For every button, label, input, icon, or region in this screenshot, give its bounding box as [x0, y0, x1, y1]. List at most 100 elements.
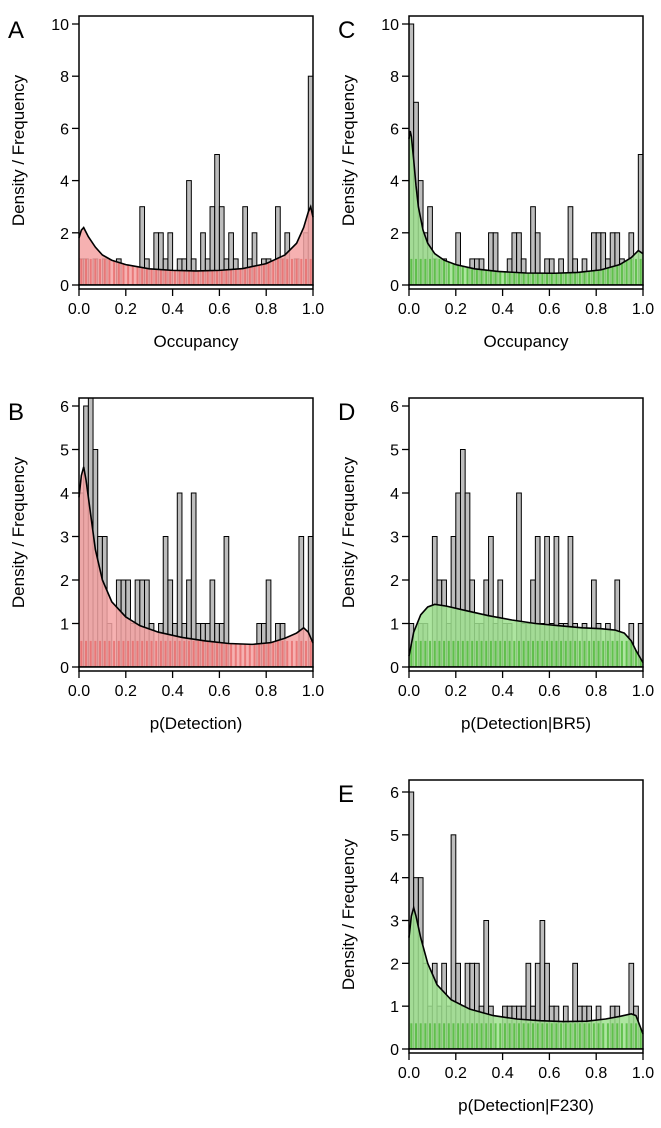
x-axis-strip [408, 1048, 644, 1054]
x-tick-label: 0.8 [585, 301, 607, 318]
x-axis-strip [408, 284, 644, 290]
y-tick-label: 3 [390, 914, 399, 931]
density-curve [78, 466, 314, 646]
x-tick-label: 0.8 [255, 683, 277, 700]
x-axis-strip [78, 666, 314, 672]
y-tick-label: 1 [390, 617, 399, 634]
y-tick-label: 3 [60, 530, 69, 547]
y-tick-label: 2 [60, 573, 69, 590]
x-tick-label: 0.0 [398, 683, 420, 700]
histogram-bar [186, 180, 192, 286]
x-tick-label: 0.2 [445, 683, 467, 700]
panel-letter: A [8, 17, 24, 44]
x-tick-label: 0.6 [538, 683, 560, 700]
panel-d: 0 1 2 3 4 5 6 0.0 0.2 0.4 0.6 0.8 1.0 p(Detection|BR5… [338, 397, 654, 733]
x-tick-label: 0.4 [161, 301, 183, 318]
y-tick-label: 4 [60, 174, 69, 191]
x-axis-strip [408, 666, 644, 672]
x-axis-label: p(Detection|BR5) [461, 714, 591, 733]
density-curve [408, 603, 644, 664]
x-axis-label: Occupancy [483, 332, 569, 351]
y-tick-label: 2 [390, 956, 399, 973]
x-tick-label: 0.4 [161, 683, 183, 700]
x-tick-label: 0.0 [68, 683, 90, 700]
x-tick-label: 0.2 [115, 683, 137, 700]
y-tick-label: 6 [390, 785, 399, 802]
y-tick-label: 4 [60, 486, 69, 503]
panel-c: 0 2 4 6 8 10 0.0 0.2 0.4 0.6 0.8 1.0 Occupancy Densit… [338, 15, 654, 351]
y-tick-label: 10 [51, 17, 69, 34]
y-tick-label: 6 [390, 399, 399, 416]
x-axis-label: p(Detection|F230) [458, 1096, 594, 1115]
x-tick-label: 0.4 [491, 301, 513, 318]
x-tick-label: 0.6 [208, 683, 230, 700]
y-axis-label: Density / Frequency [339, 838, 358, 990]
y-tick-label: 8 [390, 69, 399, 86]
y-tick-label: 1 [390, 999, 399, 1016]
x-tick-label: 1.0 [302, 301, 324, 318]
y-tick-label: 0 [60, 660, 69, 677]
x-tick-label: 0.6 [538, 301, 560, 318]
y-tick-label: 4 [390, 486, 399, 503]
y-tick-label: 1 [60, 617, 69, 634]
y-axis-label: Density / Frequency [339, 74, 358, 226]
x-tick-label: 0.2 [445, 1065, 467, 1082]
y-tick-label: 5 [390, 443, 399, 460]
y-tick-label: 8 [60, 69, 69, 86]
x-tick-label: 0.2 [115, 301, 137, 318]
y-tick-label: 2 [390, 226, 399, 243]
x-tick-label: 1.0 [632, 1065, 654, 1082]
y-axis-label: Density / Frequency [9, 74, 28, 226]
plot-frame [408, 15, 644, 286]
x-tick-label: 0.8 [585, 1065, 607, 1082]
panel-letter: B [8, 399, 24, 426]
y-tick-label: 5 [390, 828, 399, 845]
y-tick-label: 2 [390, 573, 399, 590]
y-tick-label: 10 [381, 17, 399, 34]
panel-letter: E [338, 781, 354, 808]
y-tick-label: 4 [390, 871, 399, 888]
panel-e: 0 1 2 3 4 5 6 0.0 0.2 0.4 0.6 0.8 1.0 p(Detection|F23… [338, 779, 654, 1115]
panel-a: 0 2 4 6 8 10 0.0 0.2 0.4 0.6 0.8 1.0 Occupancy Densit… [8, 15, 324, 351]
y-tick-label: 0 [390, 1042, 399, 1059]
panel-letter: C [338, 17, 355, 44]
x-tick-label: 1.0 [302, 683, 324, 700]
y-tick-label: 6 [60, 121, 69, 138]
x-axis-strip [78, 284, 314, 290]
x-tick-label: 0.4 [491, 1065, 513, 1082]
y-axis-label: Density / Frequency [339, 456, 358, 608]
x-tick-label: 0.6 [208, 301, 230, 318]
y-tick-label: 6 [390, 121, 399, 138]
y-tick-label: 6 [60, 399, 69, 416]
panel-b: 0 1 2 3 4 5 6 0.0 0.2 0.4 0.6 0.8 1.0 p(Detection) Den… [8, 397, 324, 733]
y-tick-label: 4 [390, 174, 399, 191]
x-axis-label: p(Detection) [150, 714, 243, 733]
x-tick-label: 0.6 [538, 1065, 560, 1082]
density-area [409, 907, 643, 1049]
y-tick-label: 2 [60, 226, 69, 243]
y-tick-label: 5 [60, 443, 69, 460]
panel-letter: D [338, 399, 355, 426]
histogram-bar [214, 154, 220, 286]
x-tick-label: 0.8 [585, 683, 607, 700]
x-axis-label: Occupancy [153, 332, 239, 351]
density-area [409, 131, 643, 285]
x-tick-label: 0.4 [491, 683, 513, 700]
density-area [79, 466, 313, 667]
y-tick-label: 0 [390, 660, 399, 677]
x-tick-label: 1.0 [632, 683, 654, 700]
x-tick-label: 0.0 [398, 301, 420, 318]
y-tick-label: 0 [390, 278, 399, 295]
density-area [79, 206, 313, 285]
x-tick-label: 0.8 [255, 301, 277, 318]
x-tick-label: 1.0 [632, 301, 654, 318]
x-tick-label: 0.0 [68, 301, 90, 318]
density-curve [408, 904, 644, 1035]
y-tick-label: 0 [60, 278, 69, 295]
x-tick-label: 0.2 [445, 301, 467, 318]
density-curve [78, 204, 314, 272]
x-tick-label: 0.0 [398, 1065, 420, 1082]
y-axis-label: Density / Frequency [9, 456, 28, 608]
density-curve [408, 130, 644, 275]
